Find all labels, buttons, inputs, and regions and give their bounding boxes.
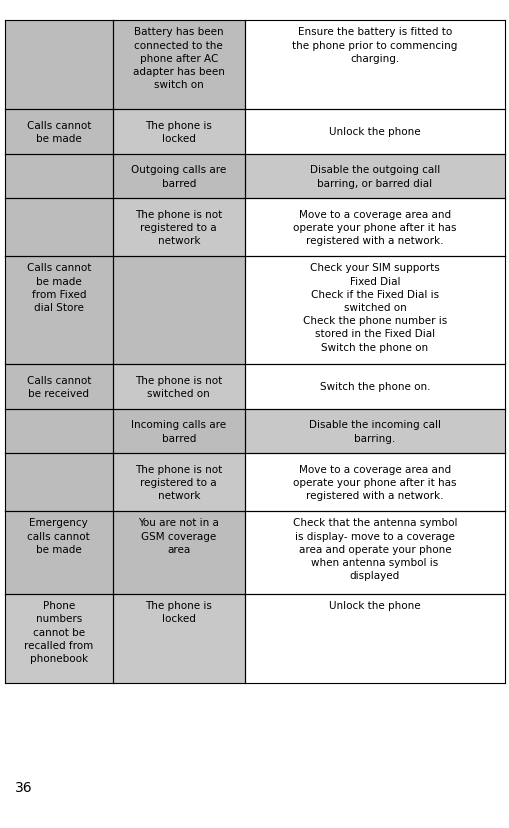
Text: Move to a coverage area and
operate your phone after it has
registered with a ne: Move to a coverage area and operate your…	[293, 465, 456, 501]
Bar	[244, 364, 504, 409]
Text: The phone is
locked: The phone is locked	[145, 600, 212, 623]
Text: The phone is
locked: The phone is locked	[145, 121, 212, 144]
Bar	[5, 199, 112, 257]
Text: Unlock the phone: Unlock the phone	[328, 600, 420, 610]
Bar	[112, 364, 244, 409]
Text: The phone is not
registered to a
network: The phone is not registered to a network	[135, 209, 222, 246]
Text: Outgoing calls are
barred: Outgoing calls are barred	[131, 165, 226, 188]
Bar	[5, 409, 112, 454]
Bar	[244, 257, 504, 364]
Bar	[112, 409, 244, 454]
Bar	[112, 257, 244, 364]
Bar	[244, 21, 504, 110]
Text: Battery has been
connected to the
phone after AC
adapter has been
switch on: Battery has been connected to the phone …	[132, 27, 224, 90]
Text: Ensure the battery is fitted to
the phone prior to commencing
charging.: Ensure the battery is fitted to the phon…	[292, 27, 457, 64]
Bar	[244, 110, 504, 155]
Text: Incoming calls are
barred: Incoming calls are barred	[131, 420, 226, 443]
Text: The phone is not
registered to a
network: The phone is not registered to a network	[135, 465, 222, 501]
Bar	[5, 257, 112, 364]
Bar	[112, 199, 244, 257]
Bar	[112, 155, 244, 199]
Text: Disable the outgoing call
barring, or barred dial: Disable the outgoing call barring, or ba…	[309, 165, 439, 188]
Text: Calls cannot
be received: Calls cannot be received	[26, 375, 91, 398]
Text: Check your SIM supports
Fixed Dial
Check if the Fixed Dial is
switched on
Check : Check your SIM supports Fixed Dial Check…	[302, 263, 446, 352]
Text: Check that the antenna symbol
is display- move to a coverage
area and operate yo: Check that the antenna symbol is display…	[292, 518, 456, 580]
Bar	[5, 454, 112, 511]
Text: Unlock the phone: Unlock the phone	[328, 128, 420, 137]
Text: Move to a coverage area and
operate your phone after it has
registered with a ne: Move to a coverage area and operate your…	[293, 209, 456, 246]
Bar	[244, 155, 504, 199]
Text: Disable the incoming call
barring.: Disable the incoming call barring.	[308, 420, 440, 443]
Bar	[5, 155, 112, 199]
Bar	[112, 110, 244, 155]
Text: The phone is not
switched on: The phone is not switched on	[135, 375, 222, 398]
Text: Calls cannot
be made: Calls cannot be made	[26, 121, 91, 144]
Bar	[112, 21, 244, 110]
Text: You are not in a
GSM coverage
area: You are not in a GSM coverage area	[138, 518, 219, 554]
Bar	[5, 364, 112, 409]
Bar	[112, 594, 244, 683]
Bar	[112, 511, 244, 594]
Text: Emergency
calls cannot
be made: Emergency calls cannot be made	[27, 518, 90, 554]
Text: Switch the phone on.: Switch the phone on.	[319, 382, 430, 392]
Text: 36: 36	[15, 780, 33, 793]
Text: Calls cannot
be made
from Fixed
dial Store: Calls cannot be made from Fixed dial Sto…	[26, 263, 91, 312]
Bar	[244, 594, 504, 683]
Bar	[112, 454, 244, 511]
Bar	[5, 594, 112, 683]
Bar	[244, 511, 504, 594]
Bar	[244, 409, 504, 454]
Bar	[244, 454, 504, 511]
Bar	[244, 199, 504, 257]
Bar	[5, 511, 112, 594]
Bar	[5, 110, 112, 155]
Bar	[5, 21, 112, 110]
Text: Phone
numbers
cannot be
recalled from
phonebook: Phone numbers cannot be recalled from ph…	[24, 600, 93, 663]
